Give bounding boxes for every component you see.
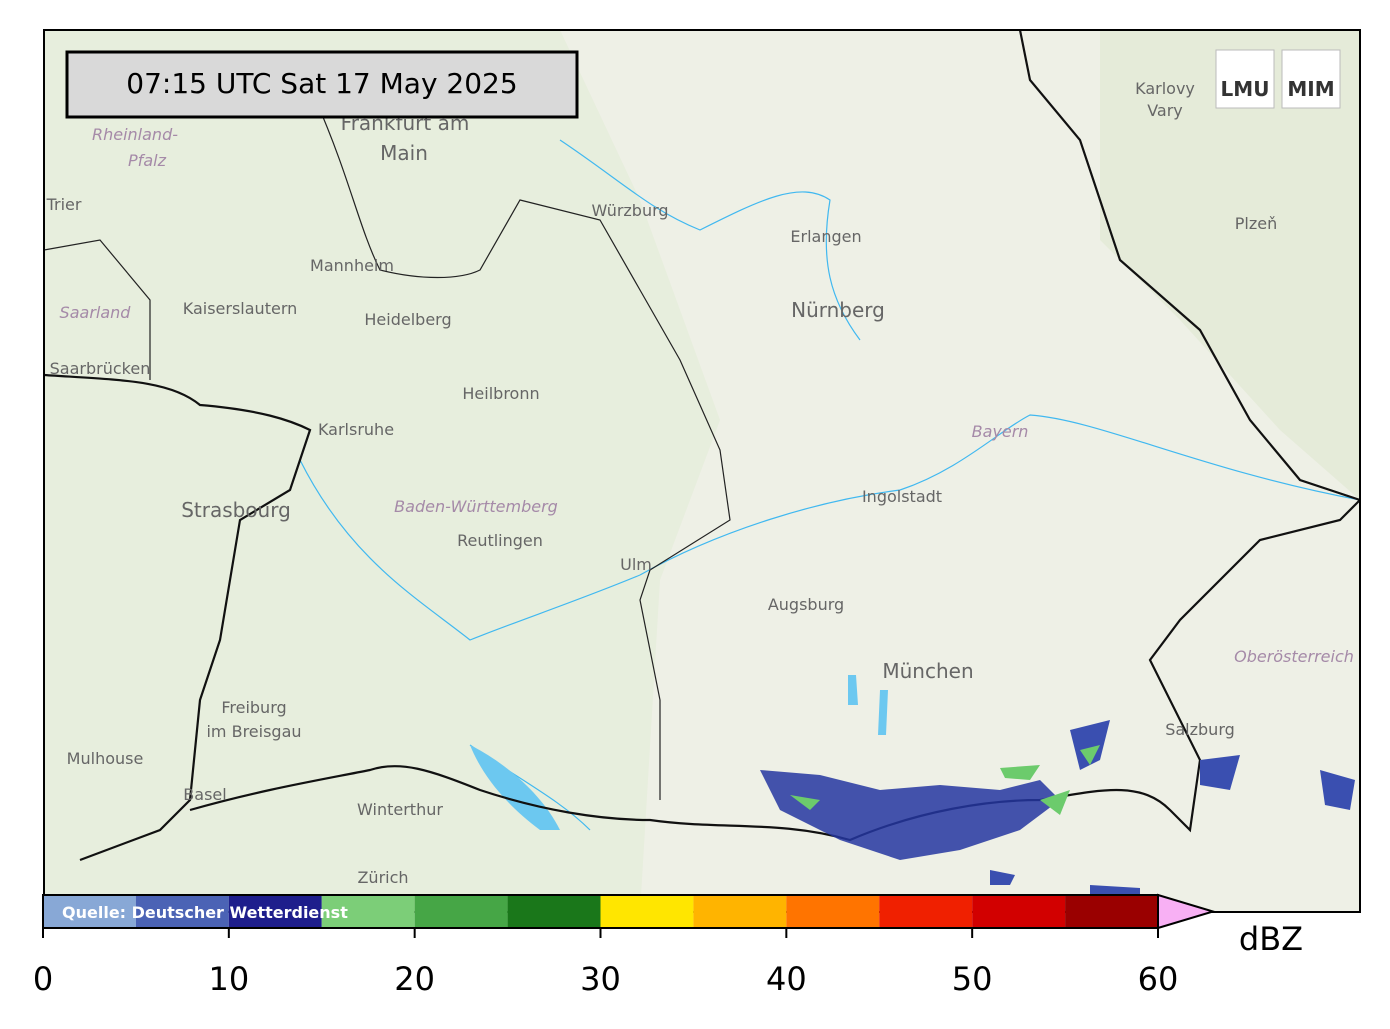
lake (470, 745, 560, 830)
place-label: Trier (46, 195, 82, 214)
terrain (1100, 30, 1360, 500)
radar-echoes (760, 720, 1355, 912)
colorbar-tick-label: 60 (1138, 960, 1179, 998)
place-label: Winterthur (357, 800, 443, 819)
place-label: Heidelberg (364, 310, 451, 329)
colorbar-tick-label: 40 (766, 960, 807, 998)
rivers (299, 139, 1360, 831)
logo-box (1281, 49, 1341, 109)
colorbar-unit: dBZ (1239, 920, 1303, 958)
place-label: Strasbourg (181, 498, 291, 522)
country-borders (44, 30, 1360, 862)
colorbar-tick-label: 20 (394, 960, 435, 998)
place-label: Salzburg (1165, 720, 1235, 739)
place-label: Karlovy (1135, 79, 1195, 98)
colorbar-segment (786, 895, 880, 928)
place-label: Karlsruhe (318, 420, 394, 439)
colorbar-segment (507, 895, 601, 928)
colorbar-segment (972, 895, 1066, 928)
colorbar-tick-label: 0 (33, 960, 53, 998)
place-label: Rheinland- (92, 125, 178, 144)
place-label: Kaiserslautern (183, 299, 298, 318)
place-label: Ulm (620, 555, 652, 574)
map-area (44, 30, 1360, 912)
place-label: Vary (1147, 101, 1183, 120)
place-label: Bayern (972, 422, 1029, 441)
place-label: Baden-Württemberg (394, 497, 558, 516)
place-label: Freiburg (221, 698, 286, 717)
place-label: Main (380, 141, 428, 165)
state-borders (44, 109, 731, 800)
place-label: Mulhouse (67, 749, 144, 768)
place-label: Zürich (357, 868, 408, 887)
colorbar-tick-label: 30 (580, 960, 621, 998)
colorbar-segment (1065, 895, 1158, 928)
colorbar-segment (693, 895, 787, 928)
colorbar-segment (228, 895, 322, 928)
place-label: Plzeň (1235, 214, 1277, 233)
logo: MIM (1287, 77, 1334, 101)
colorbar-segment (879, 895, 973, 928)
place-label: München (882, 659, 973, 683)
place-label: Saarland (60, 303, 132, 322)
timestamp: 07:15 UTC Sat 17 May 2025 (126, 67, 517, 100)
colorbar-segment (43, 895, 136, 928)
colorbar: Quelle: Deutscher Wetterdienst 0 10 20 30 40 5… (33, 893, 1303, 998)
place-label: Basel (183, 785, 226, 804)
logo-box (1215, 49, 1275, 109)
colorbar-segment (414, 895, 508, 928)
place-label: Reutlingen (457, 531, 543, 550)
place-label: Oberösterreich (1234, 647, 1354, 666)
place-label: im Breisgau (206, 722, 301, 741)
colorbar-tick-label: 10 (208, 960, 249, 998)
colorbar-segment (135, 895, 229, 928)
place-label: Ingolstadt (862, 487, 942, 506)
place-label: Erlangen (790, 227, 861, 246)
place-label: Mannheim (310, 256, 394, 275)
source-label: Quelle: Deutscher Wetterdienst (62, 903, 348, 922)
lake (848, 675, 888, 735)
place-label: Heilbronn (462, 384, 539, 403)
place-label: Augsburg (768, 595, 844, 614)
logo: LMU (1221, 77, 1270, 101)
colorbar-segment (321, 895, 415, 928)
colorbar-tick-label: 50 (952, 960, 993, 998)
place-label: Pfalz (128, 151, 167, 170)
terrain (44, 30, 720, 912)
place-label: Saarbrücken (50, 359, 151, 378)
timestamp-box (65, 50, 579, 119)
colorbar-segment (600, 895, 694, 928)
place-label: Nürnberg (791, 298, 885, 322)
place-label: Würzburg (591, 201, 668, 220)
